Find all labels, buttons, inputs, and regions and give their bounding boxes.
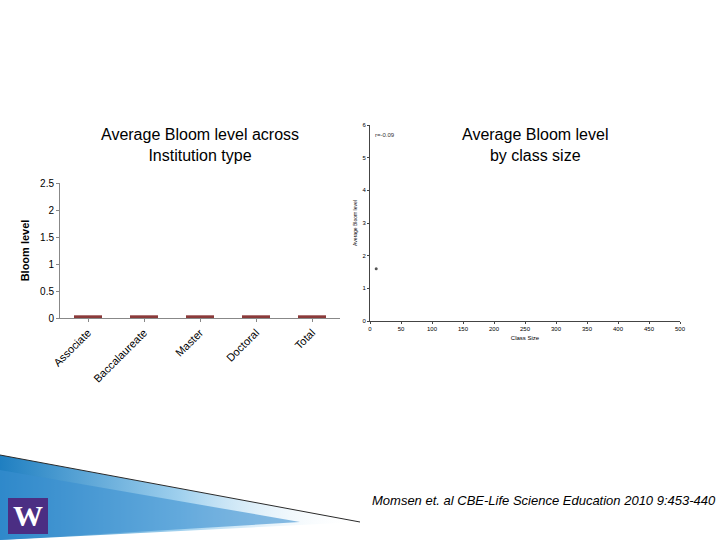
svg-text:50: 50 bbox=[398, 326, 405, 332]
svg-text:Momsen et. al CBE-Life Science: Momsen et. al CBE-Life Science Education… bbox=[372, 493, 716, 508]
svg-text:500: 500 bbox=[675, 326, 686, 332]
svg-text:r=-0.09: r=-0.09 bbox=[375, 132, 395, 138]
svg-text:Baccalaureate: Baccalaureate bbox=[91, 327, 149, 385]
svg-text:6: 6 bbox=[362, 122, 366, 128]
svg-text:450: 450 bbox=[644, 326, 655, 332]
svg-text:350: 350 bbox=[582, 326, 593, 332]
svg-text:250: 250 bbox=[520, 326, 531, 332]
svg-text:200: 200 bbox=[489, 326, 500, 332]
svg-text:0: 0 bbox=[362, 318, 366, 324]
svg-text:Average Bloom level: Average Bloom level bbox=[352, 200, 358, 246]
svg-text:0: 0 bbox=[48, 313, 54, 324]
svg-text:Associate: Associate bbox=[51, 327, 93, 369]
svg-text:5: 5 bbox=[362, 155, 366, 161]
svg-text:4: 4 bbox=[362, 187, 366, 193]
svg-text:100: 100 bbox=[427, 326, 438, 332]
svg-text:2.5: 2.5 bbox=[40, 178, 54, 189]
svg-text:Bloom level: Bloom level bbox=[19, 220, 31, 282]
svg-text:Class Size: Class Size bbox=[511, 335, 540, 341]
svg-text:400: 400 bbox=[613, 326, 624, 332]
svg-text:Average Bloom levelby class si: Average Bloom levelby class size bbox=[462, 126, 608, 164]
svg-text:150: 150 bbox=[458, 326, 469, 332]
svg-text:1: 1 bbox=[48, 259, 54, 270]
svg-text:0: 0 bbox=[368, 326, 372, 332]
svg-text:1: 1 bbox=[362, 285, 366, 291]
html-text:W: W bbox=[13, 499, 43, 532]
svg-text:Master: Master bbox=[173, 326, 205, 358]
svg-text:Doctoral: Doctoral bbox=[224, 327, 261, 364]
svg-text:2: 2 bbox=[362, 253, 366, 259]
svg-text:Total: Total bbox=[292, 327, 317, 352]
svg-text:2: 2 bbox=[48, 205, 54, 216]
svg-text:300: 300 bbox=[551, 326, 562, 332]
svg-text:1.5: 1.5 bbox=[40, 232, 54, 243]
svg-text:Average Bloom level acrossInst: Average Bloom level acrossInstitution ty… bbox=[101, 126, 299, 164]
svg-text:0.5: 0.5 bbox=[40, 286, 54, 297]
svg-text:3: 3 bbox=[362, 220, 366, 226]
